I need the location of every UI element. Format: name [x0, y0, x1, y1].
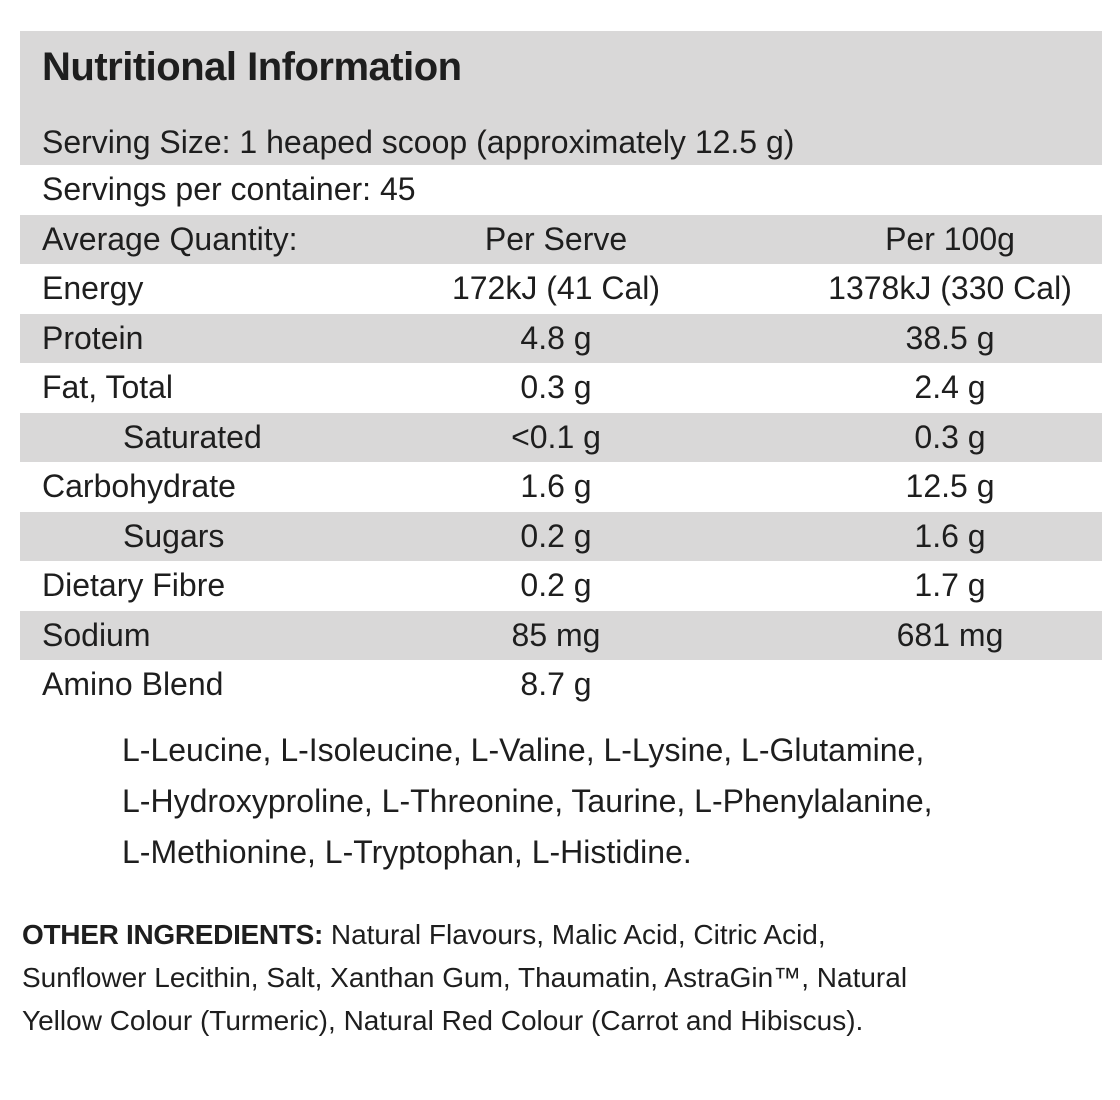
serving-size: Serving Size: 1 heaped scoop (approximat…: [42, 124, 795, 160]
header-average-quantity: Average Quantity:: [42, 220, 298, 257]
nutrition-panel: Nutritional Information Serving Size: 1 …: [20, 31, 1102, 710]
per-100g-value: 681 mg: [896, 616, 1004, 653]
per-serve-value: 4.8 g: [520, 319, 592, 356]
per-100g-value: 1.7 g: [914, 567, 986, 603]
table-row-amino-blend: Amino Blend 8.7 g: [20, 660, 1102, 710]
amino-blend-ingredients: L-Leucine, L-Isoleucine, L-Valine, L-Lys…: [122, 725, 933, 878]
per-serve-value: 1.6 g: [520, 468, 592, 504]
nutrient-name: Sodium: [42, 616, 151, 653]
amino-blend-line: L-Methionine, L-Tryptophan, L-Histidine.: [122, 834, 692, 870]
amino-blend-line: L-Leucine, L-Isoleucine, L-Valine, L-Lys…: [122, 732, 925, 768]
other-ingredients-text: Natural Flavours, Malic Acid, Citric Aci…: [330, 919, 826, 950]
table-header-row: Average Quantity: Per Serve Per 100g: [20, 214, 1102, 264]
header-per-100g: Per 100g: [885, 220, 1015, 257]
other-ingredients-line: Sunflower Lecithin, Salt, Xanthan Gum, T…: [22, 962, 908, 993]
amino-blend-line: L-Hydroxyproline, L-Threonine, Taurine, …: [122, 783, 933, 819]
table-row-carbohydrate: Carbohydrate 1.6 g 12.5 g: [20, 462, 1102, 512]
nutrient-name: Saturated: [123, 418, 262, 455]
serving-size-row: Serving Size: 1 heaped scoop (approximat…: [20, 113, 1102, 165]
per-serve-value: <0.1 g: [511, 418, 601, 455]
panel-title: Nutritional Information: [20, 31, 1102, 113]
per-serve-value: 8.7 g: [520, 666, 592, 702]
other-ingredients-line: OTHER INGREDIENTS: Natural Flavours, Mal…: [22, 913, 1097, 956]
other-ingredients-label: OTHER INGREDIENTS:: [22, 919, 324, 950]
per-serve-value: 0.3 g: [520, 369, 592, 405]
header-per-serve: Per Serve: [484, 220, 628, 257]
nutrient-name: Protein: [42, 319, 144, 356]
table-row-saturated: Saturated <0.1 g 0.3 g: [20, 412, 1102, 462]
per-100g-value: 0.3 g: [914, 418, 986, 455]
per-100g-value: 2.4 g: [914, 369, 986, 405]
nutrient-name: Amino Blend: [42, 666, 224, 702]
per-100g-value: 1378kJ (330 Cal): [828, 270, 1072, 306]
per-serve-value: 172kJ (41 Cal): [451, 270, 661, 306]
table-row-sodium: Sodium 85 mg 681 mg: [20, 610, 1102, 660]
other-ingredients-line: Yellow Colour (Turmeric), Natural Red Co…: [22, 1005, 864, 1036]
per-serve-value: 0.2 g: [520, 517, 592, 554]
table-row-sugars: Sugars 0.2 g 1.6 g: [20, 511, 1102, 561]
servings-per-container-row: Servings per container: 45: [20, 165, 1102, 215]
table-row-energy: Energy 172kJ (41 Cal) 1378kJ (330 Cal): [20, 264, 1102, 314]
table-row-dietary-fibre: Dietary Fibre 0.2 g 1.7 g: [20, 561, 1102, 611]
per-serve-value: 85 mg: [511, 616, 601, 653]
nutrient-name: Energy: [42, 270, 144, 306]
per-serve-value: 0.2 g: [520, 567, 592, 603]
nutrient-name: Dietary Fibre: [42, 567, 226, 603]
nutrient-name: Carbohydrate: [42, 468, 236, 504]
servings-per-container: Servings per container: 45: [42, 171, 416, 207]
per-100g-value: 12.5 g: [905, 468, 995, 504]
other-ingredients: OTHER INGREDIENTS: Natural Flavours, Mal…: [22, 913, 1097, 1042]
nutrient-name: Fat, Total: [42, 369, 174, 405]
nutrient-name: Sugars: [123, 517, 225, 554]
per-100g-value: 38.5 g: [905, 319, 995, 356]
table-row-fat-total: Fat, Total 0.3 g 2.4 g: [20, 363, 1102, 413]
table-row-protein: Protein 4.8 g 38.5 g: [20, 313, 1102, 363]
per-100g-value: 1.6 g: [914, 517, 986, 554]
